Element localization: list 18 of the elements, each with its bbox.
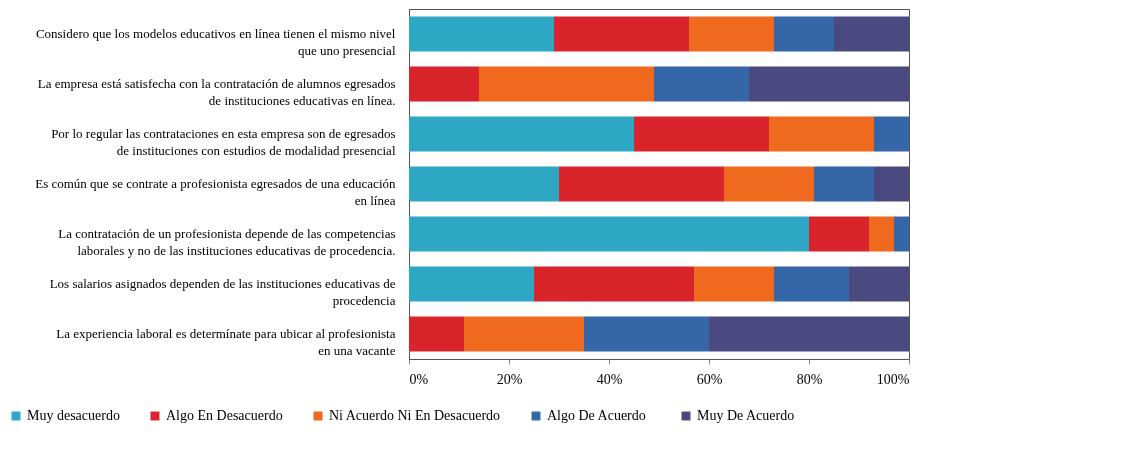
legend-label: Algo En Desacuerdo — [166, 408, 283, 423]
legend-label: Algo De Acuerdo — [547, 408, 646, 423]
y-tick-label: Es común que se contrate a profesionista egresados de una educación en línea — [35, 176, 396, 208]
x-tick-label: 80% — [796, 371, 823, 387]
x-tick-label: 0% — [409, 371, 429, 387]
y-tick-label: Por lo regular las contrataciones en esta empresa son de egresados de instituciones con estudios de modalidad presencial — [51, 126, 396, 158]
x-tick-label: 100% — [876, 371, 910, 387]
y-tick-label: La empresa está satisfecha con la contratación de alumnos egresados de instituciones educativas en línea. — [37, 76, 396, 108]
legend-label: Muy desacuerdo — [27, 408, 120, 423]
y-tick-label: Los salarios asignados dependen de las instituciones educativas de procedencia — [49, 276, 396, 308]
x-tick-label: 20% — [496, 371, 523, 387]
y-tick-label: Considero que los modelos educativos en línea tienen el mismo nivel que uno presencial — [35, 26, 396, 58]
legend-label: Muy De Acuerdo — [697, 408, 795, 423]
x-tick-label: 60% — [696, 371, 723, 387]
legend-label: Ni Acuerdo Ni En Desacuerdo — [329, 408, 501, 423]
x-tick-label: 40% — [596, 371, 623, 387]
y-tick-label: La experiencia laboral es determínate para ubicar al profesionista en una vacante — [56, 326, 396, 358]
y-tick-label: La contratación de un profesionista depende de las competencias laborales y no de las instituciones educativas de procedencia. — [58, 226, 396, 258]
